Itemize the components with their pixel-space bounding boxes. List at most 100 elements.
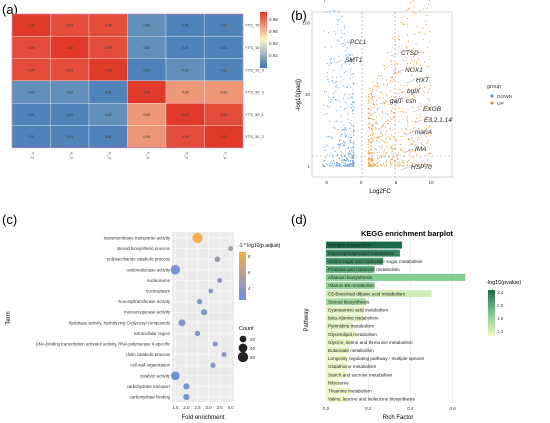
volcano-point-up: [394, 123, 396, 125]
volcano-point-up: [383, 97, 385, 99]
heatmap-cell-value: 0.99: [105, 24, 112, 28]
volcano-point-down: [351, 101, 353, 103]
volcano-point-up: [424, 130, 426, 132]
volcano-point-up: [427, 142, 429, 144]
heatmap-row-label: YTS_15_1: [245, 23, 265, 28]
volcano-point-up: [374, 148, 376, 150]
volcano-point-up: [426, 98, 428, 100]
volcano-point-up: [387, 122, 390, 125]
volcano-point-up: [392, 129, 394, 131]
volcano-point-down: [323, 91, 325, 93]
panel-label-a: (a): [2, 2, 18, 17]
volcano-point-up: [391, 38, 394, 40]
volcano-point-up: [415, 120, 417, 123]
volcano-point-down: [338, 157, 340, 159]
volcano-point-down: [329, 162, 331, 164]
volcano-point-up: [371, 90, 373, 92]
volcano-point-up: [367, 105, 369, 107]
volcano-point-up: [368, 93, 370, 95]
volcano-point-up: [417, 106, 419, 108]
volcano-point-up: [401, 149, 404, 152]
volcano-point-down: [343, 154, 345, 156]
volcano-point-up: [410, 143, 412, 145]
volcano-point-up: [377, 157, 379, 159]
volcano-point-up: [413, 87, 415, 89]
volcano-point-up: [424, 61, 426, 63]
volcano-point-up: [428, 119, 430, 121]
volcano-point-down: [342, 144, 344, 146]
volcano-point-down: [336, 161, 338, 163]
heatmap-col-label: Y_1: [30, 152, 35, 160]
dotplot-colorbar-tick: 6: [248, 270, 251, 275]
volcano-point-down: [343, 72, 345, 74]
volcano-point-up: [422, 27, 424, 29]
volcano-point-up: [405, 151, 407, 153]
dotplot-point: [208, 288, 213, 294]
volcano-point-down: [352, 131, 354, 133]
heatmap-cell-value: 0.81: [182, 46, 189, 50]
volcano-point-up: [380, 156, 382, 159]
volcano-point-up: [375, 149, 377, 151]
volcano-point-up: [370, 109, 372, 111]
volcano-point-down: [338, 165, 341, 167]
volcano-gene-ctsd: CTSD: [401, 50, 419, 57]
volcano-point-up: [416, 62, 418, 64]
volcano-point-up: [376, 85, 379, 87]
volcano-point-up: [372, 160, 374, 162]
kegg-bar-label: Fructose and mannose metabolism: [328, 267, 400, 272]
volcano-point-up: [411, 134, 413, 136]
heatmap-cell-value: 0.82: [143, 46, 150, 50]
volcano-point-up: [391, 98, 394, 100]
volcano-point-up: [390, 146, 392, 148]
volcano-point-down: [345, 135, 347, 137]
volcano-point-down: [338, 147, 340, 149]
volcano-point-down: [324, 0, 326, 2]
heatmap-cell-value: 0.99: [220, 113, 227, 117]
volcano-point-down: [344, 33, 346, 35]
kegg-bar-label: Glycerolipid metabolism: [328, 332, 377, 337]
volcano-point-down: [323, 1, 326, 3]
volcano-point-down: [336, 99, 338, 101]
volcano-point-up: [427, 140, 429, 142]
volcano-point-up: [372, 103, 374, 105]
volcano-point-up: [406, 84, 408, 86]
volcano-legend-title: group: [487, 84, 501, 90]
volcano-point-down: [327, 105, 329, 107]
heatmap-cell-value: 0.99: [66, 24, 73, 28]
kegg-bar: [326, 265, 375, 273]
volcano-point-down: [344, 134, 346, 136]
volcano-point-down: [347, 42, 349, 44]
volcano-point-down: [334, 98, 337, 101]
dotplot-colorbar-tick: 4: [248, 286, 251, 291]
volcano-point-up: [388, 156, 390, 158]
volcano-point-up: [370, 129, 372, 131]
volcano-point-down: [344, 128, 346, 130]
volcano-point-up: [385, 160, 388, 162]
volcano-point-up: [414, 91, 416, 93]
volcano-point-up: [384, 103, 386, 105]
volcano-point-up: [383, 125, 385, 127]
volcano-point-up: [394, 165, 396, 167]
volcano-point-down: [336, 81, 338, 83]
heatmap-cell-value: 0.82: [28, 91, 35, 95]
volcano-point-up: [409, 153, 411, 155]
volcano-point-up: [399, 111, 401, 113]
volcano-point-down: [323, 114, 326, 116]
volcano-point-up: [377, 152, 379, 154]
heatmap-row-label: YTS_30_2: [245, 134, 265, 139]
heatmap-colorbar: [260, 12, 267, 68]
volcano-point-up: [386, 137, 389, 139]
volcano-point-up: [413, 13, 415, 15]
volcano-point-down: [353, 143, 355, 145]
volcano-point-up: [398, 39, 400, 41]
volcano-y-tick: 100: [302, 20, 310, 25]
volcano-point-down: [352, 154, 354, 156]
kegg-bar: [326, 395, 348, 403]
volcano-point-down: [353, 133, 355, 135]
kegg-bar: [326, 298, 367, 306]
volcano-point-down: [335, 91, 337, 93]
volcano-point-up: [419, 87, 421, 89]
kegg-bar-label: Amino sugar and nucleotide sugar metabol…: [328, 259, 423, 264]
volcano-point-down: [346, 165, 348, 167]
